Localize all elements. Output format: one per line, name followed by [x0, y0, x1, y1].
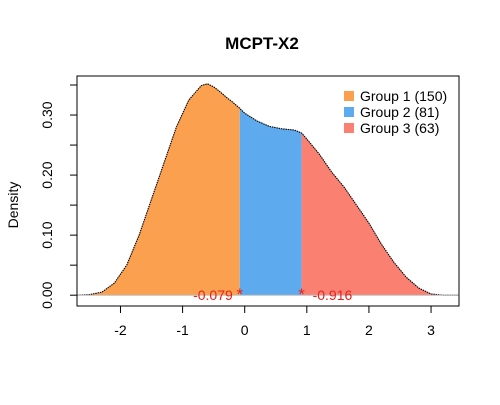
legend-swatch: [344, 123, 354, 133]
x-tick-label: -2: [114, 322, 127, 338]
x-tick-label: 1: [303, 322, 311, 338]
x-tick-label: 0: [241, 322, 249, 338]
chart-title: MCPT-X2: [225, 34, 299, 53]
marker-label: -0.916: [313, 287, 353, 303]
x-tick-label: 3: [427, 322, 435, 338]
marker-star: *: [236, 285, 243, 304]
group-1-fill: [77, 83, 240, 296]
legend-label: Group 2 (81): [360, 104, 439, 120]
plot-frame: [76, 75, 460, 307]
legend: Group 1 (150)Group 2 (81)Group 3 (63): [344, 88, 447, 136]
legend-swatch: [344, 91, 354, 101]
y-axis: 0.00 0.10 0.20 0.30: [39, 84, 77, 309]
plot-box: [76, 75, 460, 307]
x-axis: -2 -1 0 1 2 3: [114, 306, 435, 338]
marker-star: *: [298, 285, 305, 304]
group-3-fill: [301, 133, 459, 296]
group-2-fill: [239, 108, 302, 296]
legend-swatch: [344, 107, 354, 117]
y-axis-label: Density: [5, 182, 21, 229]
threshold-markers: *-0.079 * -0.916: [193, 285, 352, 304]
legend-label: Group 1 (150): [360, 88, 447, 104]
x-tick-label: -1: [176, 322, 189, 338]
y-tick-label: 0.00: [39, 281, 55, 308]
y-tick-label: 0.10: [39, 221, 55, 248]
y-tick-label: 0.30: [39, 101, 55, 128]
legend-label: Group 3 (63): [360, 120, 439, 136]
marker-label: -0.079: [193, 287, 233, 303]
y-tick-label: 0.20: [39, 161, 55, 188]
group-fills: [77, 83, 459, 296]
x-tick-label: 2: [365, 322, 373, 338]
